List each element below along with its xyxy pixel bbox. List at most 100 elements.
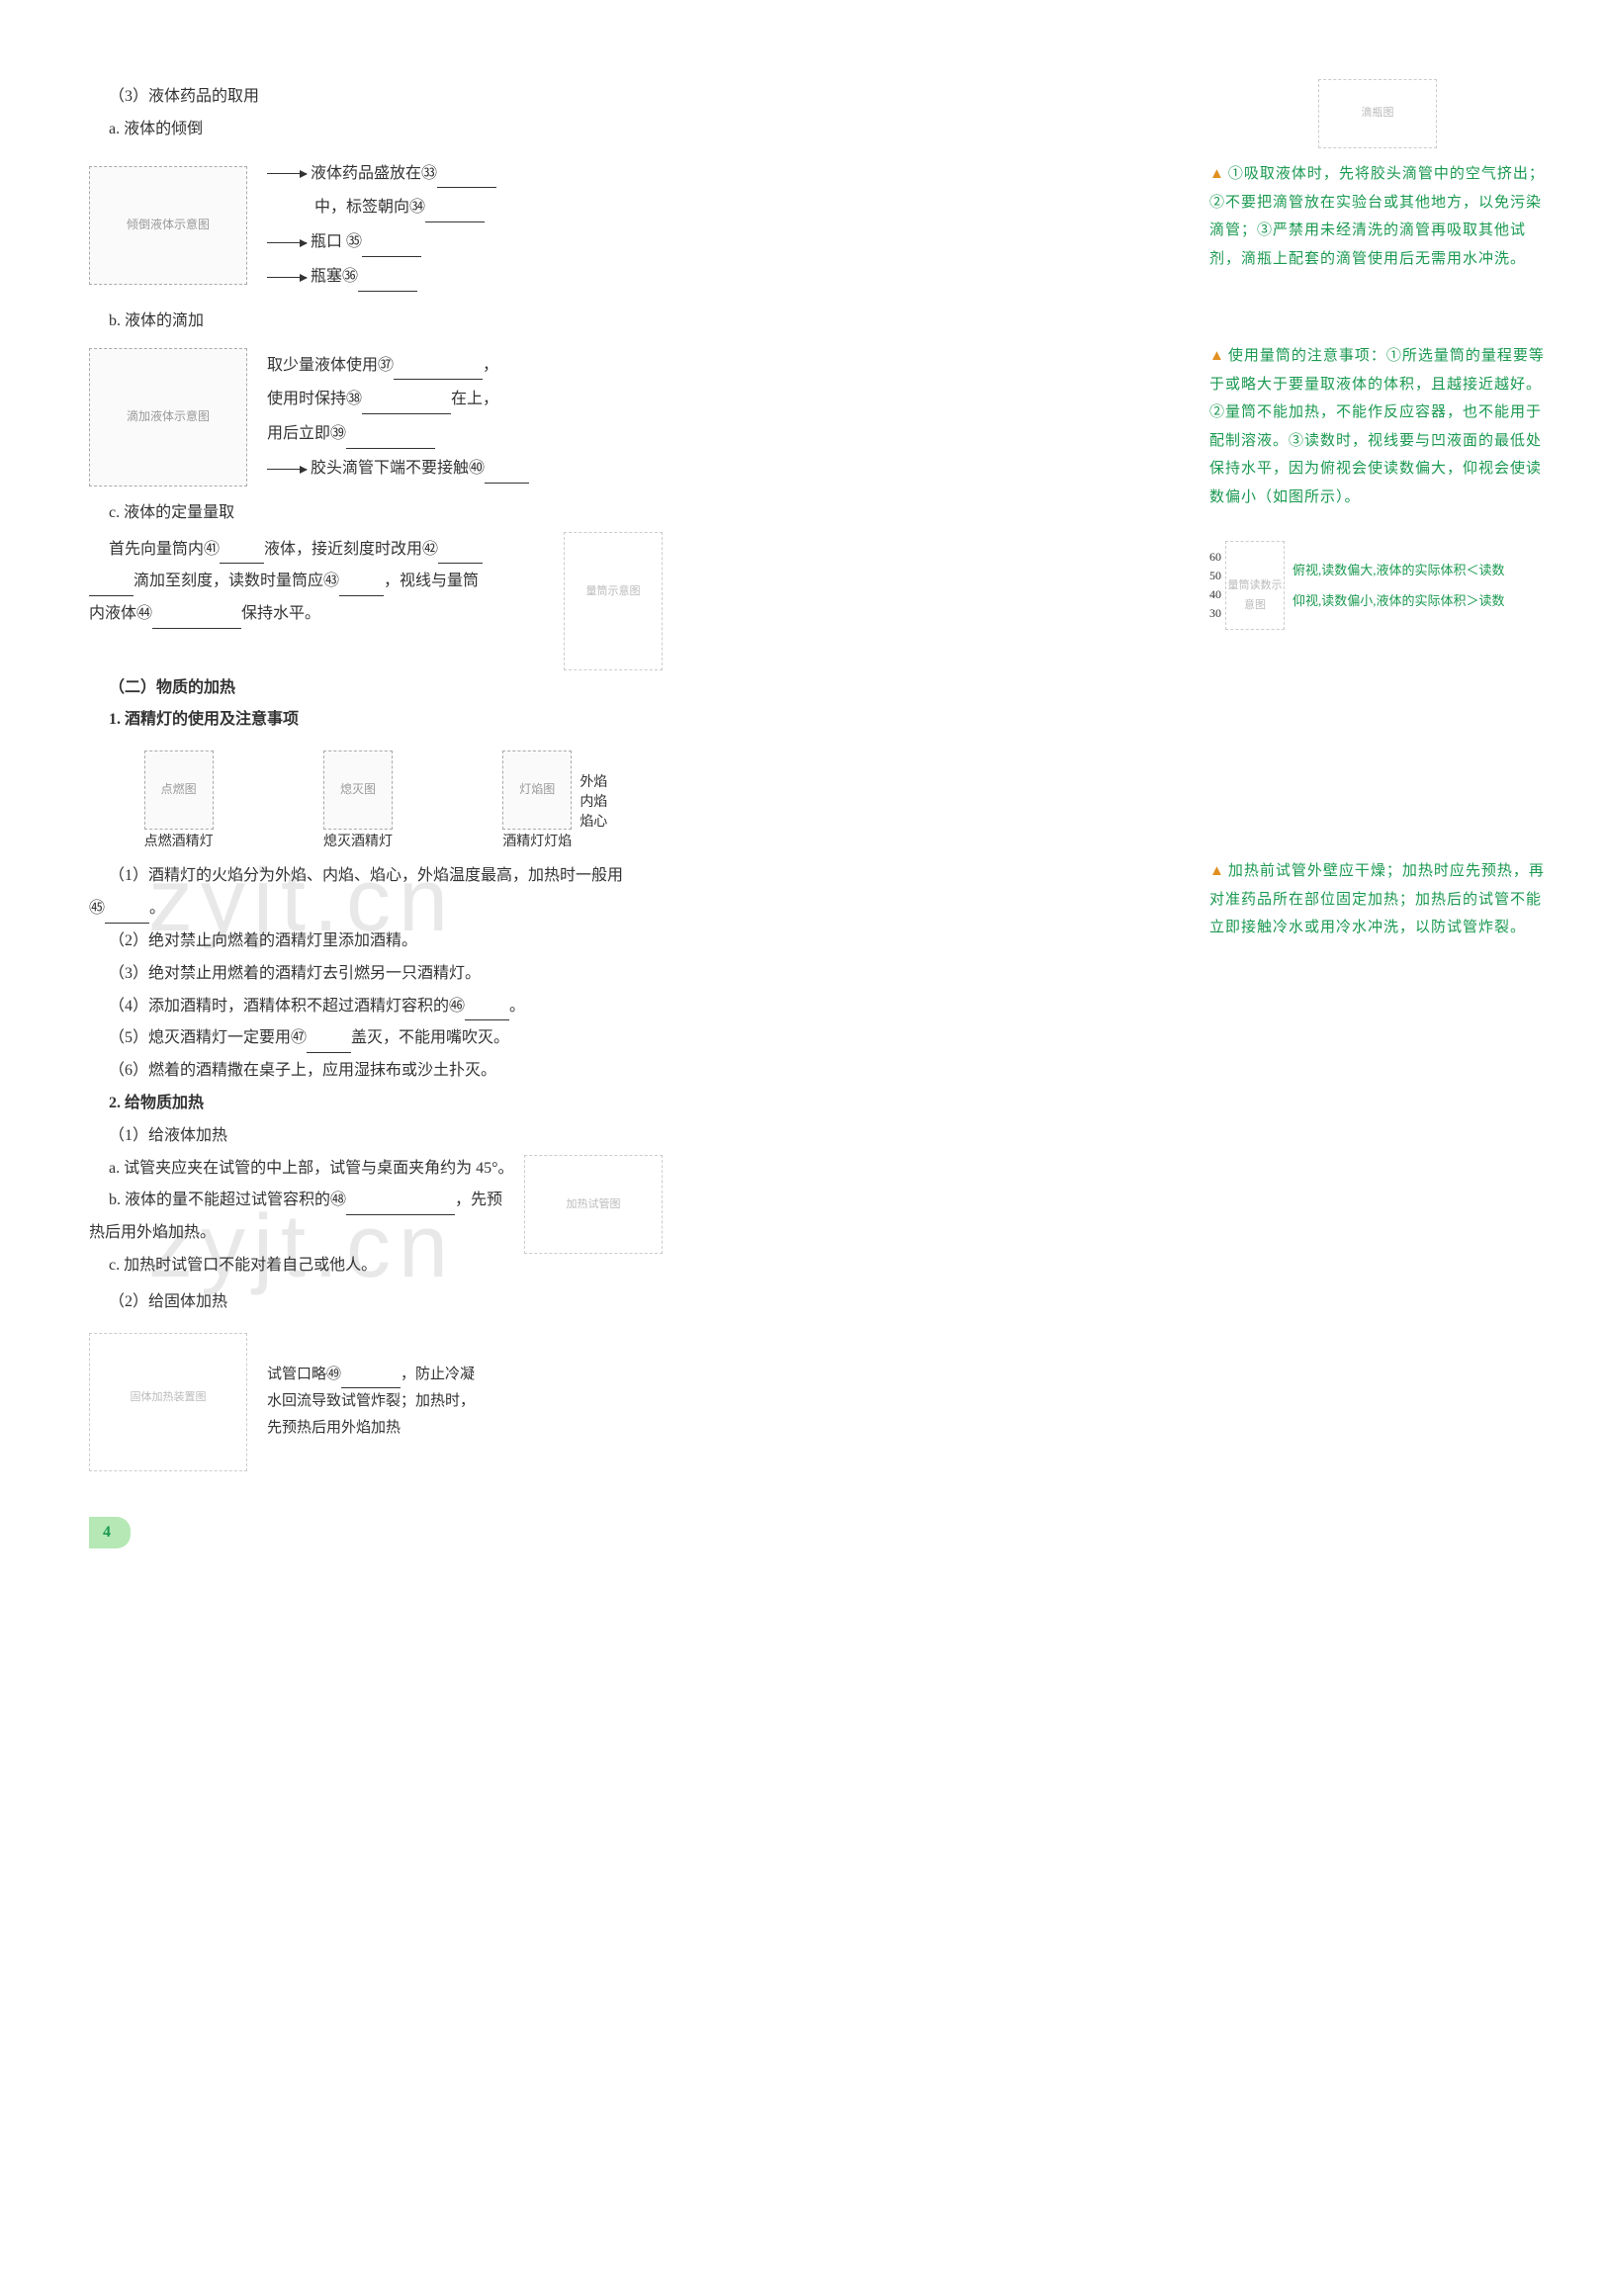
blank-33 [437, 169, 496, 188]
p1-suffix: 。 [149, 900, 165, 917]
annot-a2-num: ㉞ [409, 199, 425, 216]
annot-a4-num: ㊱ [342, 268, 358, 285]
solid-text-line2: 水回流导致试管炸裂；加热时， [267, 1388, 475, 1415]
heating-h2-1: （1）给液体加热 [109, 1122, 663, 1151]
arrow-icon [267, 173, 307, 174]
lamp-flame-labels: 外焰 内焰 焰心 [580, 773, 607, 832]
blank-34 [425, 204, 485, 222]
solid-text-line1: 试管口略㊾，防止冷凝 [267, 1362, 475, 1388]
tick-50: 50 [1209, 567, 1221, 585]
c-line1-num: ㊶ [204, 541, 220, 558]
sub-c-title: c. 液体的定量量取 [109, 499, 663, 528]
lamp3-label: 酒精灯灯焰 [502, 830, 572, 854]
annot-a4: 瓶塞㊱ [267, 263, 663, 292]
flame-inner: 内焰 [580, 793, 607, 813]
page-number: 4 [89, 1517, 131, 1549]
dropping-annotations: 取少量液体使用㊲， 使用时保持㊳在上， 用后立即㊴ 胶头滴管下端不要接触㊵ [247, 346, 663, 489]
lamp2-label: 熄灭酒精灯 [323, 830, 393, 854]
heating-heading: （二）物质的加热 [109, 674, 663, 703]
h2-1b-prefix: b. 液体的量不能超过试管容积的 [109, 1192, 330, 1208]
c-line3-suffix: 保持水平。 [241, 605, 320, 622]
annot-a3: 瓶口 ㉟ [267, 228, 663, 257]
measuring-top-label: 俯视,读数偏大,液体的实际体积＜读数 [1293, 561, 1546, 580]
c-line2-num: ㊸ [323, 573, 339, 589]
solid-heating-diagram: 固体加热装置图 [89, 1333, 247, 1471]
blank-37 [394, 361, 483, 380]
heating-p2: （2）绝对禁止向燃着的酒精灯里添加酒精。 [109, 927, 663, 956]
c-line2-mid: ，视线与量筒 [384, 573, 479, 589]
p5-suffix: 盖灭，不能用嘴吹灭。 [351, 1029, 509, 1046]
c-line1: 首先向量筒内㊶液体，接近刻度时改用㊷ [109, 536, 564, 565]
note2-text: 使用量筒的注意事项：①所选量筒的量程要等于或略大于要量取液体的体积，且越接近越好… [1209, 348, 1545, 505]
p4-suffix: 。 [509, 998, 525, 1015]
dropping-diagram-row: 滴加液体示意图 取少量液体使用㊲， 使用时保持㊳在上， 用后立即㊴ 胶头滴管下端… [89, 346, 663, 489]
annot-b2: 使用时保持㊳在上， [267, 386, 663, 414]
sidebar-note-1: ▲①吸取液体时，先将胶头滴管中的空气挤出；②不要把滴管放在实验台或其他地方，以免… [1209, 160, 1546, 273]
sub-b-title: b. 液体的滴加 [109, 308, 663, 336]
p5-num: ㊼ [291, 1029, 307, 1046]
heating-h2: 2. 给物质加热 [109, 1090, 663, 1118]
solid-text-num: ㊾ [326, 1367, 341, 1382]
measuring-bot-label: 仰视,读数偏小,液体的实际体积＞读数 [1293, 591, 1546, 611]
heating-h2-2: （2）给固体加热 [109, 1288, 663, 1317]
heating-p1-end: ㊺。 [89, 895, 663, 924]
pouring-diagram-row: 倾倒液体示意图 液体药品盛放在㉝ 中，标签朝向㉞ 瓶口 ㉟ 瓶塞㊱ [89, 154, 663, 298]
annot-a2: 中，标签朝向㉞ [267, 194, 663, 222]
measuring-labels: 俯视,读数偏大,液体的实际体积＜读数 仰视,读数偏小,液体的实际体积＞读数 [1285, 561, 1546, 611]
flame-core: 焰心 [580, 813, 607, 833]
blank-35 [362, 238, 421, 257]
measuring-diagram-block: 60 50 40 30 量筒读数示意图 俯视,读数偏大,液体的实际体积＜读数 仰… [1209, 541, 1546, 630]
heating-h1: 1. 酒精灯的使用及注意事项 [109, 706, 663, 735]
sidebar: 滴瓶图 ▲①吸取液体时，先将胶头滴管中的空气挤出；②不要把滴管放在实验台或其他地… [1209, 79, 1546, 1548]
annot-b2-suffix: 在上， [451, 391, 498, 407]
heating-p6: （6）燃着的酒精撒在桌子上，应用湿抹布或沙土扑灭。 [109, 1057, 663, 1086]
solid-text-line3: 先预热后用外焰加热 [267, 1415, 475, 1442]
blank-39 [346, 430, 435, 449]
annot-b1-num: ㊲ [378, 357, 394, 374]
blank-47 [307, 1034, 351, 1053]
main-content: （3）液体药品的取用 a. 液体的倾倒 倾倒液体示意图 液体药品盛放在㉝ 中，标… [89, 79, 663, 1548]
annot-b1: 取少量液体使用㊲， [267, 352, 663, 381]
annot-b3-text: 用后立即 [267, 425, 330, 442]
blank-45 [105, 905, 149, 924]
c-line3-prefix: 内液体 [89, 605, 136, 622]
blank-48 [346, 1196, 455, 1215]
measuring-eye-diagram: 量筒读数示意图 [1225, 541, 1285, 630]
lamp-light-diagram: 点燃图 [144, 751, 214, 830]
h2-1b-suffix: ，先预 [455, 1192, 502, 1208]
heating-p5: （5）熄灭酒精灯一定要用㊼盖灭，不能用嘴吹灭。 [109, 1024, 663, 1053]
blank-46 [465, 1002, 509, 1020]
heating-p4: （4）添加酒精时，酒精体积不超过酒精灯容积的㊻。 [109, 993, 663, 1021]
blank-40 [485, 465, 529, 484]
pouring-annotations: 液体药品盛放在㉝ 中，标签朝向㉞ 瓶口 ㉟ 瓶塞㊱ [247, 154, 663, 298]
note3-text: 加热前试管外壁应干燥；加热时应先预热，再对准药品所在部位固定加热；加热后的试管不… [1209, 863, 1545, 935]
lamp-item-3: 灯焰图 酒精灯灯焰 外焰 内焰 焰心 [502, 751, 607, 854]
lamp1-label: 点燃酒精灯 [144, 830, 214, 854]
dropping-diagram: 滴加液体示意图 [89, 348, 247, 486]
h2-1b-num: ㊽ [330, 1192, 346, 1208]
annot-b1-text: 取少量液体使用 [267, 357, 378, 374]
arrow-icon [267, 242, 307, 243]
lamp-item-1: 点燃图 点燃酒精灯 [144, 751, 214, 854]
annot-a3-num: ㉟ [346, 233, 362, 250]
warning-icon: ▲ [1209, 342, 1225, 371]
sidebar-note-2: ▲使用量筒的注意事项：①所选量筒的量程要等于或略大于要量取液体的体积，且越接近越… [1209, 342, 1546, 511]
annot-b2-num: ㊳ [346, 391, 362, 407]
annot-b3-num: ㊴ [330, 425, 346, 442]
heating-p3: （3）绝对禁止用燃着的酒精灯去引燃另一只酒精灯。 [109, 960, 663, 989]
warning-icon: ▲ [1209, 160, 1225, 189]
annot-a1-text: 液体药品盛放在 [311, 165, 421, 182]
heating-p1: （1）酒精灯的火焰分为外焰、内焰、焰心，外焰温度最高，加热时一般用 [109, 862, 663, 891]
sidebar-note-3: ▲加热前试管外壁应干燥；加热时应先预热，再对准药品所在部位固定加热；加热后的试管… [1209, 857, 1546, 942]
solid-heating-row: 固体加热装置图 试管口略㊾，防止冷凝 水回流导致试管炸裂；加热时， 先预热后用外… [89, 1333, 663, 1471]
c-line3: 内液体㊹ 保持水平。 [89, 600, 564, 629]
annot-b4-text: 胶头滴管下端不要接触 [311, 460, 469, 477]
annot-a4-text: 瓶塞 [311, 268, 342, 285]
lamp-row: 点燃图 点燃酒精灯 熄灭图 熄灭酒精灯 灯焰图 酒精灯灯焰 外焰 内焰 焰心 [89, 751, 663, 854]
blank-41 [220, 545, 264, 564]
c-line1-num2: ㊷ [422, 541, 438, 558]
solid-text-prefix: 试管口略 [267, 1367, 326, 1382]
c-line2-prefix: 滴加至刻度，读数时量筒应 [134, 573, 323, 589]
c-line1-prefix: 首先向量筒内 [109, 541, 204, 558]
c-line3-num: ㊹ [136, 605, 152, 622]
